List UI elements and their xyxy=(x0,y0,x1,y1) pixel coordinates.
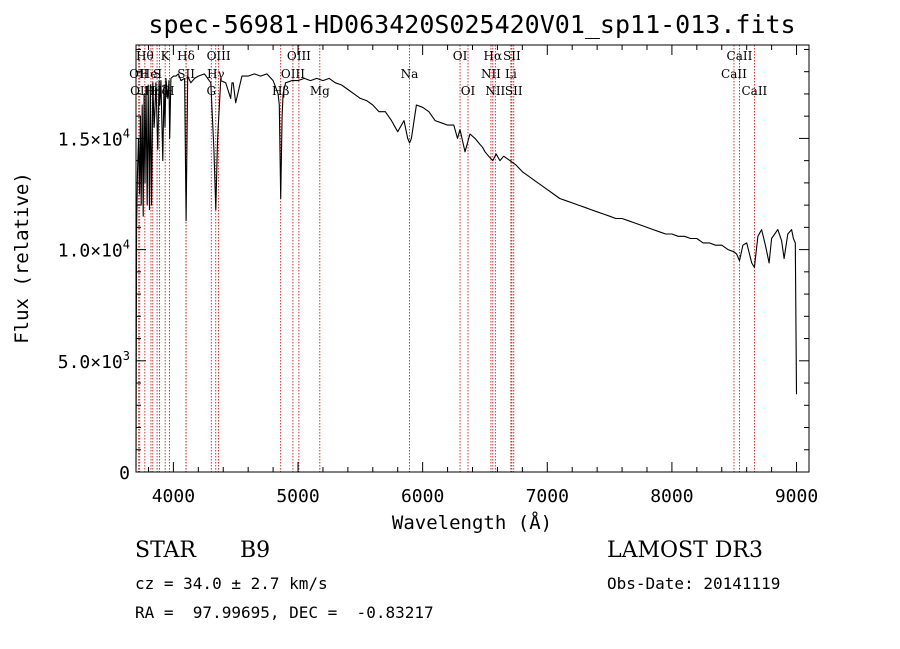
line-label-CaII: CaII xyxy=(727,49,753,63)
line-label-SII: SII xyxy=(177,67,195,81)
line-label-OII: OII xyxy=(129,67,149,81)
line-label-Na: Na xyxy=(401,67,419,81)
spectral-line-labels: OIIOIIHθHeIHηSHζKHHδSIIGHγOIIIHβOIIIOIII… xyxy=(129,49,767,98)
redshift-value: cz = 34.0 ± 2.7 km/s xyxy=(135,574,328,593)
line-label-OI: OI xyxy=(453,49,468,63)
line-label-OIII: OIII xyxy=(281,67,305,81)
line-label-OIII: OIII xyxy=(207,49,231,63)
x-tick-label: 5000 xyxy=(276,486,319,507)
line-label-SII: SII xyxy=(503,49,521,63)
line-label-Hθ: Hθ xyxy=(136,49,154,63)
spectral-line-markers xyxy=(138,45,755,472)
spectrum-series-flux xyxy=(135,73,798,468)
y-axis: 0 5.0×103 1.0×104 1.5×104 xyxy=(58,48,809,484)
subclass: B9 xyxy=(240,538,271,563)
line-label-HeI: HeI xyxy=(140,67,163,81)
line-label-K: K xyxy=(161,49,171,63)
x-tick-label: 9000 xyxy=(775,486,818,507)
line-label-CaII: CaII xyxy=(721,67,747,81)
x-tick-label: 4000 xyxy=(152,486,195,507)
survey-name: LAMOST DR3 xyxy=(607,538,763,563)
y-tick-label: 1.5×104 xyxy=(58,126,130,150)
line-label-NII: NII xyxy=(485,84,505,98)
line-label-Hγ: Hγ xyxy=(207,67,225,81)
line-label-Hδ: Hδ xyxy=(177,49,195,63)
line-label-Li: Li xyxy=(505,67,517,81)
line-label-SII: SII xyxy=(505,84,523,98)
line-label-S: S xyxy=(153,67,161,81)
y-axis-label: Flux (relative) xyxy=(11,172,33,344)
line-label-NII: NII xyxy=(481,67,501,81)
coordinates: RA = 97.99695, DEC = -0.83217 xyxy=(135,603,434,622)
line-label-Hα: Hα xyxy=(484,49,503,63)
line-label-Mg: Mg xyxy=(310,84,330,98)
chart-title: spec-56981-HD063420S025420V01_sp11-013.f… xyxy=(148,10,795,39)
line-label-OIII: OIII xyxy=(287,49,311,63)
line-label-OII: OII xyxy=(130,84,150,98)
line-label-OI: OI xyxy=(461,84,476,98)
plot-frame xyxy=(135,44,810,473)
x-tick-label: 6000 xyxy=(401,486,444,507)
y-tick-label: 0 xyxy=(119,463,130,484)
x-axis: 4000 5000 6000 7000 8000 9000 xyxy=(147,45,818,507)
x-axis-label: Wavelength (Å) xyxy=(392,511,552,534)
obs-date: Obs-Date: 20141119 xyxy=(607,574,781,593)
y-tick-label: 1.0×104 xyxy=(58,238,130,262)
object-type: STAR xyxy=(135,538,196,563)
x-tick-label: 8000 xyxy=(650,486,693,507)
line-label-CaII: CaII xyxy=(741,84,767,98)
x-tick-label: 7000 xyxy=(526,486,569,507)
y-tick-label: 5.0×103 xyxy=(58,349,130,373)
